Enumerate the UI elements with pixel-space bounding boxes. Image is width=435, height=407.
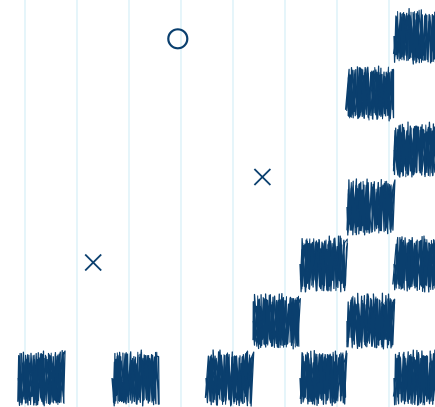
markers [84,28,272,272]
scribble-block[interactable] [392,235,435,293]
scribble-block[interactable] [346,178,396,236]
scribble-block[interactable] [299,350,348,406]
scribble-blocks [17,8,435,407]
scribble-block[interactable] [392,8,435,65]
scribble-block[interactable] [111,349,160,407]
scribble-block[interactable] [346,292,396,350]
circle-marker[interactable] [167,28,189,50]
cross-marker[interactable] [84,253,102,272]
scribble-block[interactable] [299,235,349,293]
scribble-block[interactable] [392,121,435,178]
scribble-block[interactable] [392,349,435,406]
grid-lines [24,0,390,407]
cross-marker[interactable] [253,168,272,186]
scribble-block[interactable] [252,293,301,350]
scribble-block[interactable] [204,349,255,407]
scribble-block[interactable] [344,65,395,122]
scribble-block[interactable] [17,350,66,407]
